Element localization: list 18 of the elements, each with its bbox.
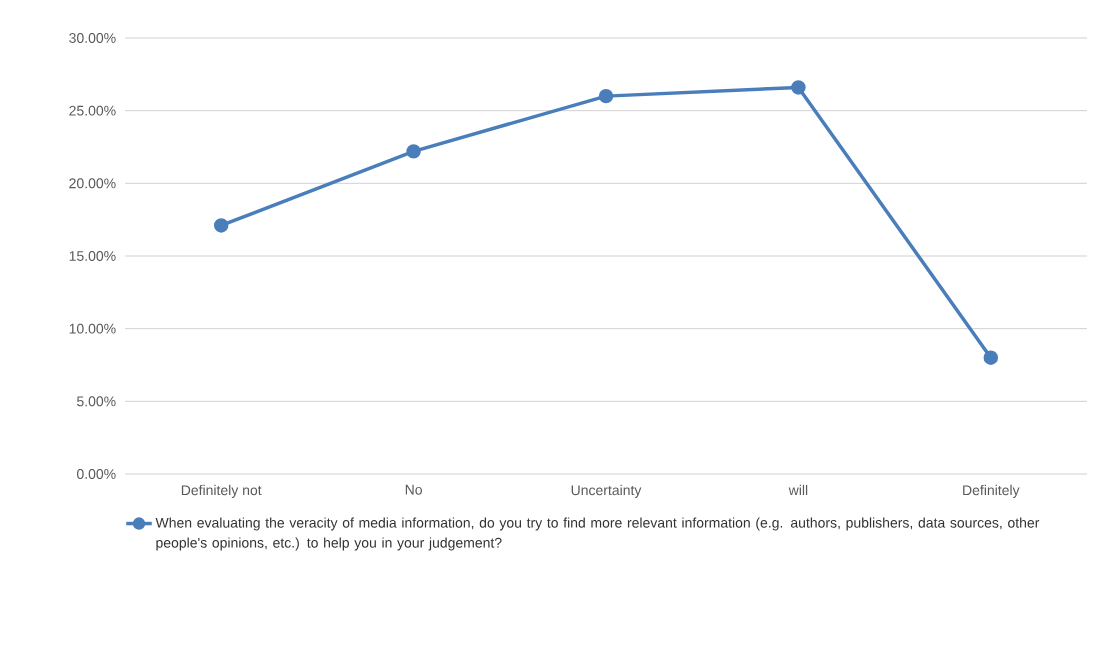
point <box>213 218 229 233</box>
y-tick-label: 0.00% <box>76 469 116 479</box>
y-tick-label: 25.00% <box>69 105 116 116</box>
legend-label: When evaluating the veracity of media information, do you try to find more relevant information (e.g. authors, publishers, data sources, other people's opinions, etc.) to help you in your judgement? <box>155 517 1040 551</box>
y-tick-label: 20.00% <box>69 178 116 189</box>
point <box>983 350 999 365</box>
y-tick-label: 5.00% <box>77 396 116 407</box>
x-tick-label: No <box>405 484 422 495</box>
y-tick-label: 30.00% <box>69 33 116 43</box>
y-tick-label: 15.00% <box>69 251 116 261</box>
x-tick-label: will <box>788 484 808 496</box>
point <box>406 144 421 159</box>
x-tick-label: Uncertainty <box>571 484 642 498</box>
y-tick-label: 10.00% <box>69 323 116 334</box>
point <box>598 88 614 104</box>
x-tick-label: Definitely not <box>181 484 262 498</box>
point <box>791 80 806 95</box>
x-tick-label: Definitely <box>963 484 1020 498</box>
